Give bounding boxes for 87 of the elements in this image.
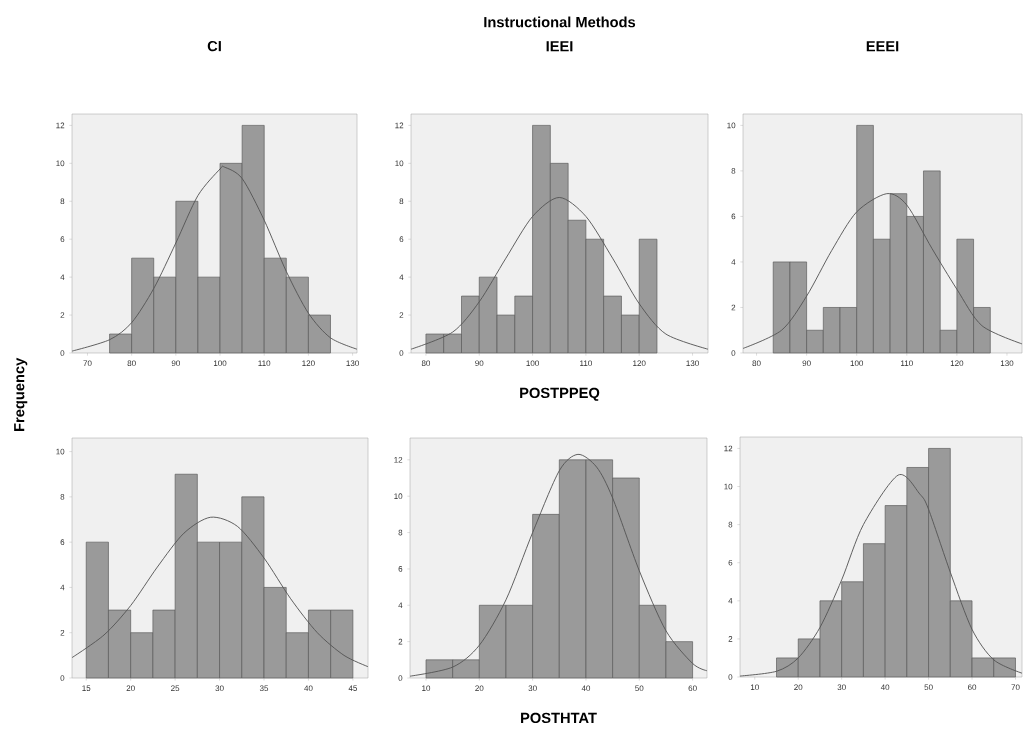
x-tick-label: 120	[950, 360, 964, 367]
y-axis-title: Frequency	[14, 357, 28, 431]
x-tick-label: 70	[1011, 684, 1020, 691]
x-tick-label: 120	[302, 360, 315, 367]
x-tick-label: 100	[213, 360, 227, 367]
y-tick-label: 2	[60, 629, 65, 636]
y-tick-label: 12	[395, 122, 404, 129]
x-tick-label: 25	[171, 685, 180, 692]
x-tick-label: 70	[83, 360, 92, 367]
x-tick-label: 30	[837, 684, 846, 691]
x-tick-label: 130	[686, 360, 699, 367]
x-tick-label: 10	[422, 685, 431, 692]
y-tick-label: 0	[60, 675, 65, 681]
x-tick-label: 90	[171, 360, 180, 367]
y-tick-label: 6	[60, 539, 65, 545]
y-tick-label: 10	[56, 160, 65, 167]
y-tick-label: 2	[398, 638, 403, 645]
y-tick-label: 4	[399, 274, 404, 280]
x-tick-label: 40	[880, 684, 890, 691]
line-series	[409, 453, 708, 677]
x-tick-label: 80	[127, 360, 136, 367]
y-tick-label: 8	[731, 168, 736, 174]
x-tick-label: 10	[750, 684, 759, 691]
x-tick-label: 40	[304, 685, 313, 692]
y-tick-label: 2	[731, 304, 736, 311]
x-tick-label: 15	[82, 685, 91, 691]
y-tick-label: 10	[727, 122, 736, 129]
x-tick-label: 40	[581, 685, 591, 692]
x-tick-label: 60	[967, 684, 977, 691]
y-tick-label: 4	[731, 259, 736, 265]
x-tick-label: 30	[215, 685, 224, 692]
y-tick-label: 0	[398, 675, 403, 681]
y-tick-label: 2	[399, 312, 404, 318]
y-tick-label: 8	[60, 198, 65, 205]
y-tick-label: 4	[728, 598, 733, 604]
x-tick-label: 20	[794, 684, 803, 691]
x-tick-label: 80	[421, 360, 431, 367]
y-tick-label: 0	[399, 350, 404, 356]
y-tick-label: 6	[60, 236, 65, 243]
y-tick-label: 10	[394, 493, 403, 500]
chart-title: EEEI	[866, 41, 899, 52]
chart-title: IEEI	[546, 41, 573, 52]
x-tick-label: 90	[802, 360, 811, 367]
y-tick-label: 8	[398, 529, 403, 536]
x-tick-label: 110	[580, 360, 592, 367]
x-tick-label: 20	[126, 685, 135, 692]
x-tick-label: 60	[688, 685, 697, 692]
x-tick-label: 120	[633, 360, 646, 367]
y-tick-label: 12	[394, 457, 403, 463]
x-tick-label: 110	[901, 360, 913, 367]
x-tick-label: 110	[258, 360, 271, 367]
y-tick-label: 8	[728, 521, 733, 528]
x-tick-label: 35	[259, 685, 269, 692]
x-tick-label: 45	[348, 685, 358, 691]
chart-title: CI	[207, 40, 221, 52]
x-tick-label: 80	[752, 360, 761, 367]
y-tick-label: 0	[728, 674, 733, 680]
y-tick-label: 12	[724, 445, 733, 452]
y-tick-label: 12	[56, 122, 65, 129]
y-tick-label: 6	[398, 566, 403, 572]
y-tick-label: 2	[728, 636, 733, 642]
x-tick-label: 30	[528, 685, 537, 692]
y-tick-label: 6	[731, 213, 736, 220]
x-tick-label: 50	[635, 685, 644, 692]
x-tick-label: 130	[346, 360, 359, 367]
y-tick-label: 2	[60, 312, 65, 318]
text: Instructional Methods	[484, 16, 636, 28]
y-tick-label: 10	[724, 483, 733, 490]
y-tick-label: 4	[60, 584, 65, 591]
y-tick-label: 10	[56, 448, 65, 455]
x-tick-label: 90	[475, 360, 484, 367]
x-tick-label: 130	[1000, 360, 1014, 367]
y-tick-label: 0	[731, 350, 736, 356]
y-tick-label: 6	[399, 236, 404, 243]
y-tick-label: 10	[395, 160, 404, 167]
x-tick-label: 100	[526, 360, 539, 367]
y-tick-label: 8	[60, 494, 65, 500]
y-tick-label: 4	[60, 274, 65, 280]
x-tick-label: 50	[924, 684, 933, 691]
y-tick-label: 4	[398, 602, 403, 609]
x-axis-title: POSTPPEQ	[520, 387, 600, 401]
y-tick-label: 6	[728, 559, 733, 566]
x-tick-label: 100	[850, 360, 864, 367]
y-tick-label: 8	[399, 198, 404, 205]
y-tick-label: 0	[60, 350, 65, 356]
x-tick-label: 20	[475, 685, 484, 692]
x-axis-title: POSTHTAT	[521, 712, 597, 724]
